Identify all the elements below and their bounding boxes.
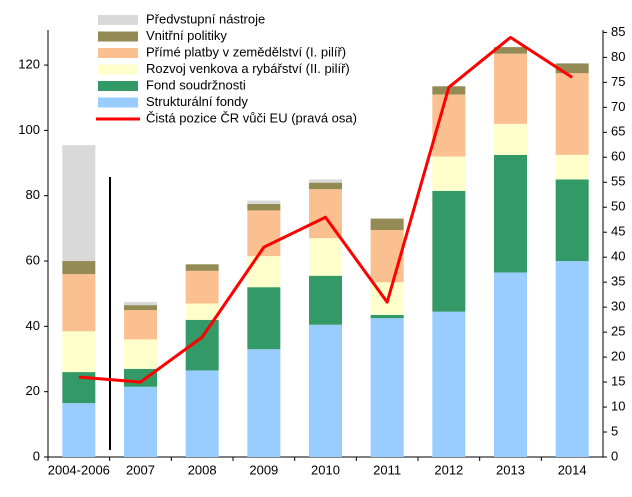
bar-segment (555, 63, 589, 74)
x-tick-label: 2008 (188, 462, 217, 477)
bar-segment (124, 386, 157, 457)
bar-segment (432, 311, 466, 457)
y-tick-label: 60 (26, 252, 40, 267)
x-tick-label: 2009 (249, 462, 278, 477)
y-tick-label: 40 (26, 318, 40, 333)
bar-segment (494, 53, 527, 124)
bar-segment (309, 324, 342, 457)
y-tick-label: 120 (18, 56, 40, 71)
y2-tick-label: 20 (611, 349, 625, 364)
legend-label: Přímé platby v zemědělství (I. pilíř) (146, 44, 346, 59)
legend-label: Vnitřní politiky (146, 28, 227, 43)
bar-segment (247, 200, 281, 204)
bar-segment (555, 73, 589, 155)
bar-segment (247, 287, 281, 350)
y2-tick-label: 75 (611, 74, 625, 89)
legend-label: Čistá pozice ČR vůči EU (pravá osa) (146, 110, 357, 125)
bar-segment (494, 123, 527, 155)
y2-tick-label: 40 (611, 249, 625, 264)
y2-tick-label: 30 (611, 299, 625, 314)
y2-tick-label: 5 (611, 423, 618, 438)
x-tick-label: 2014 (558, 462, 587, 477)
bar-segment (124, 305, 157, 311)
legend-swatch (98, 31, 138, 42)
bar-segment (62, 403, 96, 457)
x-tick-label: 2007 (126, 462, 155, 477)
legend-label: Fond soudržnosti (146, 77, 246, 92)
bar-segment (370, 218, 404, 231)
y2-tick-label: 15 (611, 374, 625, 389)
line-series (78, 35, 573, 384)
bar-segment (555, 154, 589, 180)
bar-segment (62, 261, 96, 275)
y2-tick-label: 80 (611, 49, 625, 64)
legend-swatch (98, 97, 138, 108)
legend-swatch (98, 48, 138, 58)
legend-label: Předvstupní nástroje (146, 11, 265, 26)
y2-tick-label: 35 (611, 274, 625, 289)
bar-segment (370, 314, 404, 319)
legend-label: Rozvoj venkova a rybářství (II. pilíř) (146, 61, 350, 76)
bar-segment (124, 301, 157, 306)
y2-tick-label: 50 (611, 199, 625, 214)
bar-segment (494, 47, 527, 54)
y-tick-label: 0 (33, 448, 40, 463)
bar-segment (62, 331, 96, 373)
y2-tick-label: 0 (611, 448, 618, 463)
y2-tick-label: 60 (611, 149, 625, 164)
bar-segment (494, 272, 527, 457)
legend-swatch (98, 15, 138, 25)
bar-segment (185, 270, 219, 304)
bar-segment (124, 339, 157, 369)
bar-segment (185, 303, 219, 320)
y-tick-label: 80 (26, 187, 40, 202)
bar-segment (124, 368, 157, 387)
bar-segment (185, 370, 219, 457)
bar-segment (370, 230, 404, 283)
bar-segment (555, 261, 589, 457)
y-tick-label: 100 (18, 122, 40, 137)
bar-segment (247, 203, 281, 211)
y2-tick-label: 25 (611, 324, 625, 339)
y2-tick-label: 45 (611, 224, 625, 239)
x-tick-label: 2012 (434, 462, 463, 477)
bar-segment (494, 154, 527, 273)
bar-segment (185, 264, 219, 271)
x-tick-label: 2010 (311, 462, 340, 477)
x-tick-label: 2004-2006 (48, 462, 110, 477)
bar-segment (309, 179, 342, 183)
bar-segment (62, 145, 96, 262)
y2-tick-label: 70 (611, 99, 625, 114)
y2-tick-label: 10 (611, 398, 625, 413)
bar-segment (555, 179, 589, 262)
legend-label: Strukturální fondy (146, 94, 248, 109)
y2-tick-label: 65 (611, 124, 625, 139)
bar-segment (432, 190, 466, 312)
bar-segment (309, 182, 342, 190)
bar-segment (370, 318, 404, 457)
bar-segment (309, 238, 342, 276)
legend-swatch (98, 64, 138, 75)
bar-segment (309, 275, 342, 325)
bar-segment (247, 256, 281, 288)
x-tick-label: 2011 (373, 462, 401, 477)
bar-segment (247, 349, 281, 457)
y2-tick-label: 55 (611, 174, 625, 189)
y-tick-label: 20 (26, 383, 40, 398)
x-tick-label: 2013 (496, 462, 525, 477)
y2-tick-label: 85 (611, 24, 625, 39)
bar-segment (62, 274, 96, 332)
legend-swatch (98, 81, 138, 91)
bar-segment (124, 310, 157, 340)
bar-segment (432, 156, 466, 191)
